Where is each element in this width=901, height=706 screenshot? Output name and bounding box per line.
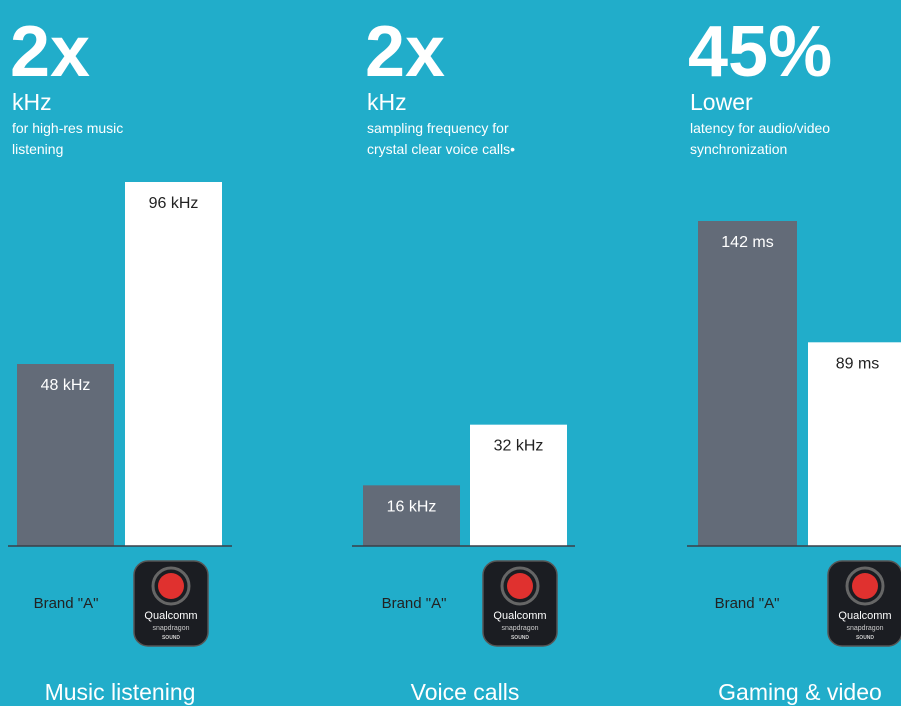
logo-text: SOUND	[511, 635, 529, 641]
logo-ring	[500, 566, 540, 606]
value-label: 48 kHz	[41, 377, 91, 394]
unit: Lower	[690, 89, 753, 115]
logo-text: snapdragon	[153, 625, 190, 632]
unit: kHz	[12, 89, 52, 115]
subtitle: crystal clear voice calls•	[367, 141, 515, 157]
bar	[470, 424, 567, 546]
subtitle: synchronization	[690, 141, 787, 157]
category-label: Brand "A"	[715, 595, 780, 612]
category-label: Brand "A"	[382, 595, 447, 612]
headline: 2x	[10, 12, 90, 92]
headline: 2x	[365, 12, 445, 92]
value-label: 142 ms	[721, 234, 773, 251]
bar	[808, 342, 901, 546]
logo-mark	[852, 573, 878, 599]
logo-ring	[151, 566, 191, 606]
subtitle: listening	[12, 141, 63, 157]
chart-footer: Music listening	[45, 679, 196, 705]
subtitle: latency for audio/video	[690, 120, 830, 136]
logo-text: snapdragon	[847, 625, 884, 632]
unit: kHz	[367, 89, 407, 115]
logo-text: snapdragon	[502, 625, 539, 632]
logo-mark	[507, 573, 533, 599]
chart-footer: Voice calls	[411, 679, 520, 705]
value-label: 89 ms	[836, 355, 880, 372]
value-label: 16 kHz	[387, 498, 437, 515]
value-label: 32 kHz	[494, 438, 544, 455]
logo-mark	[158, 573, 184, 599]
logo-text: SOUND	[856, 635, 874, 641]
chart-footer: Gaming & video	[718, 679, 882, 705]
headline: 45%	[688, 12, 832, 92]
value-label: 96 kHz	[149, 195, 199, 212]
logo: Qualcomm snapdragon SOUND	[827, 560, 901, 647]
logo-text: Qualcomm	[838, 610, 891, 622]
bar	[698, 221, 797, 546]
bar	[17, 364, 114, 546]
category-label: Brand "A"	[34, 595, 99, 612]
subtitle: for high-res music	[12, 120, 123, 136]
bar	[363, 485, 460, 546]
subtitle: sampling frequency for	[367, 120, 509, 136]
logo: Qualcomm snapdragon SOUND	[482, 560, 558, 647]
bar	[125, 182, 222, 546]
logo: Qualcomm snapdragon SOUND	[133, 560, 209, 647]
logo-text: SOUND	[162, 635, 180, 641]
logo-ring	[845, 566, 885, 606]
logo-text: Qualcomm	[493, 610, 546, 622]
logo-text: Qualcomm	[144, 610, 197, 622]
